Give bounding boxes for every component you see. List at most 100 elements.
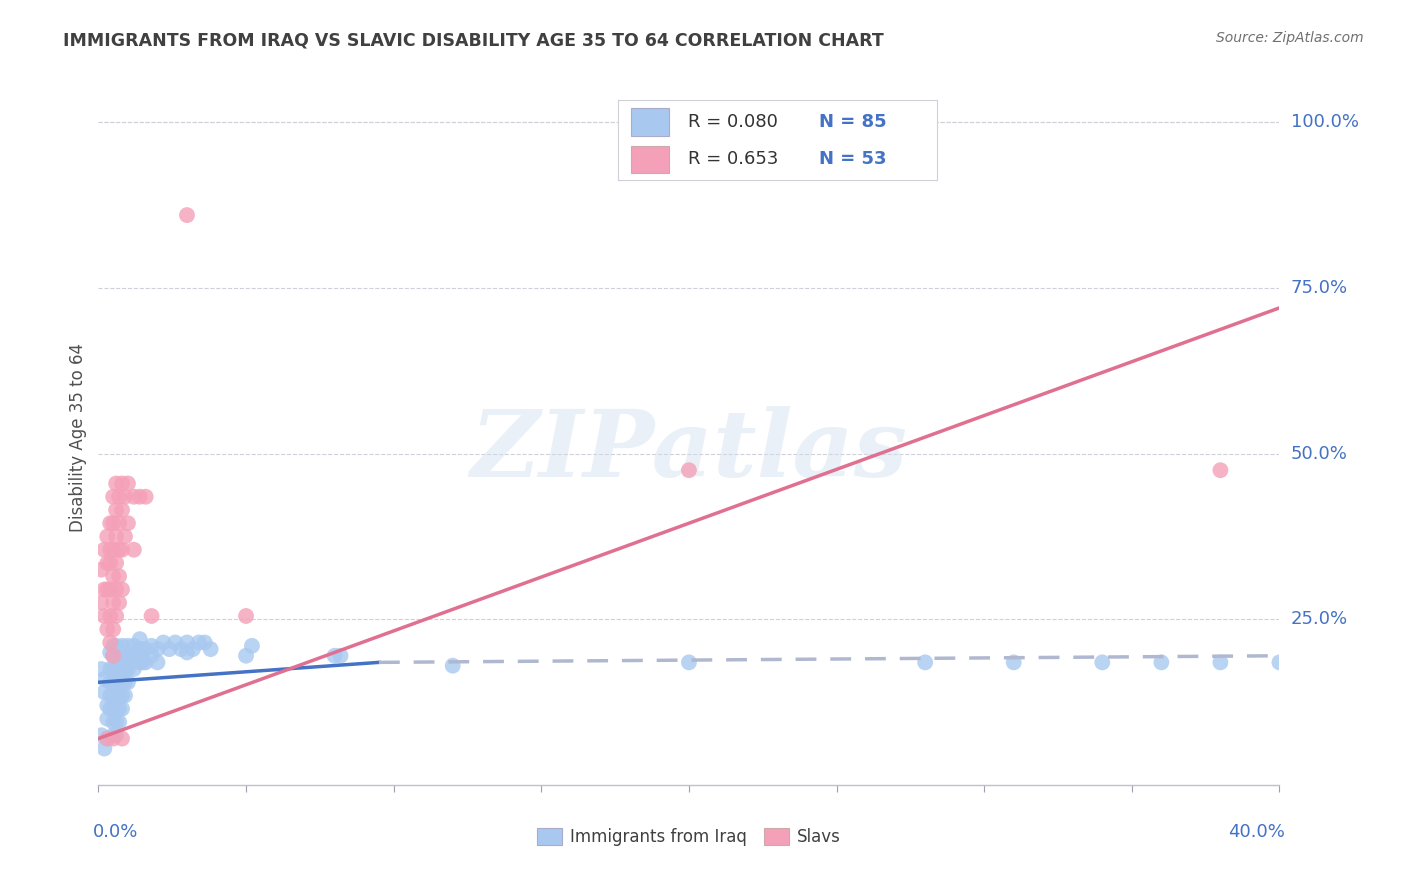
Point (157, 642, 180, 657)
Point (90, 563, 112, 577)
Point (108, 702, 131, 716)
Point (98, 609, 121, 624)
Point (132, 656, 155, 670)
Text: 25.0%: 25.0% (1291, 610, 1348, 628)
Point (135, 656, 157, 670)
Point (93, 685, 115, 699)
Y-axis label: Disability Age 35 to 64: Disability Age 35 to 64 (69, 343, 87, 532)
Text: 75.0%: 75.0% (1291, 279, 1348, 297)
Point (105, 702, 128, 716)
Point (98, 582, 121, 597)
Point (108, 714, 131, 729)
Point (93, 582, 115, 597)
Point (235, 609, 257, 624)
Point (105, 476, 128, 491)
Point (146, 656, 169, 670)
Point (128, 490, 150, 504)
Point (111, 675, 134, 690)
Point (111, 476, 134, 491)
Point (111, 542, 134, 557)
Point (98, 689, 121, 703)
Point (103, 648, 125, 663)
Point (914, 656, 936, 670)
Point (108, 648, 131, 663)
Point (105, 648, 128, 663)
Point (96, 556, 118, 570)
Point (128, 642, 150, 657)
Point (111, 503, 134, 517)
Point (103, 648, 125, 663)
Point (111, 648, 134, 663)
Point (194, 635, 217, 649)
Point (441, 658, 464, 673)
Point (111, 702, 134, 716)
Point (1209, 463, 1232, 477)
Point (96, 582, 118, 597)
Point (117, 516, 139, 531)
Point (93, 741, 115, 756)
Point (187, 635, 209, 649)
Point (98, 516, 121, 531)
Point (98, 542, 121, 557)
Point (105, 639, 128, 653)
Point (98, 635, 121, 649)
Point (122, 648, 145, 663)
Point (103, 622, 125, 636)
Point (200, 642, 222, 657)
Point (141, 648, 163, 663)
Text: IMMIGRANTS FROM IRAQ VS SLAVIC DISABILITY AGE 35 TO 64 CORRELATION CHART: IMMIGRANTS FROM IRAQ VS SLAVIC DISABILIT… (63, 31, 884, 49)
Point (146, 642, 169, 657)
Text: 40.0%: 40.0% (1229, 823, 1285, 841)
Point (176, 635, 198, 649)
Text: ZIPatlas: ZIPatlas (471, 406, 907, 496)
Point (108, 569, 131, 583)
Point (117, 662, 139, 676)
Point (98, 675, 121, 690)
Point (103, 731, 125, 746)
Point (1002, 656, 1025, 670)
Point (103, 490, 125, 504)
Point (103, 569, 125, 583)
Point (111, 689, 134, 703)
Point (323, 648, 346, 663)
Point (108, 675, 131, 690)
Point (108, 516, 131, 531)
Point (111, 639, 134, 653)
Point (1209, 656, 1232, 670)
Point (96, 622, 118, 636)
Point (128, 656, 150, 670)
Point (98, 556, 121, 570)
Point (105, 728, 128, 742)
Point (122, 639, 145, 653)
Point (152, 635, 174, 649)
Text: 100.0%: 100.0% (1291, 113, 1358, 131)
Point (114, 675, 136, 690)
Point (103, 702, 125, 716)
Point (96, 698, 118, 713)
Point (111, 731, 134, 746)
Point (98, 645, 121, 659)
Point (114, 662, 136, 676)
Point (105, 662, 128, 676)
Point (96, 529, 118, 543)
Point (108, 662, 131, 676)
Point (117, 648, 139, 663)
Point (108, 542, 131, 557)
Point (114, 648, 136, 663)
Point (111, 582, 134, 597)
Point (1091, 656, 1114, 670)
Point (105, 609, 128, 624)
Point (135, 642, 157, 657)
Point (176, 208, 198, 222)
Point (678, 463, 700, 477)
Point (96, 731, 118, 746)
Point (114, 689, 136, 703)
Point (114, 490, 136, 504)
Point (105, 714, 128, 729)
Point (103, 596, 125, 610)
Point (117, 675, 139, 690)
Point (90, 728, 112, 742)
Point (114, 529, 136, 543)
Point (108, 689, 131, 703)
Point (105, 689, 128, 703)
